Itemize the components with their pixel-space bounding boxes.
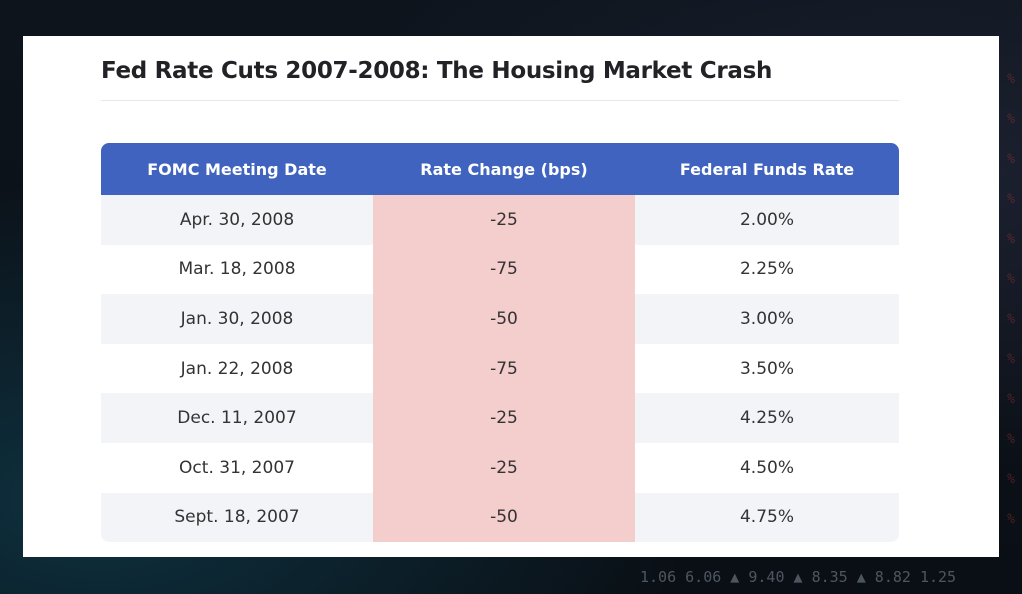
table-row: Oct. 31, 2007 -25 4.50% <box>101 442 899 493</box>
cell-funds-rate: 4.25% <box>739 408 794 429</box>
cell-meeting-date: Jan. 30, 2008 <box>180 308 294 329</box>
cell-funds-rate: 2.00% <box>739 209 794 230</box>
header-funds-rate: Federal Funds Rate <box>679 159 855 179</box>
cell-meeting-date: Dec. 11, 2007 <box>177 408 297 429</box>
cell-meeting-date: Apr. 30, 2008 <box>179 209 295 230</box>
slide-title: Fed Rate Cuts 2007-2008: The Housing Mar… <box>101 58 773 84</box>
cell-rate-change: -25 <box>373 393 635 443</box>
table-row: Jan. 30, 2008 -50 3.00% <box>101 294 899 344</box>
cell-rate-change: -75 <box>373 343 635 394</box>
cell-rate-change: -75 <box>373 244 635 295</box>
title-divider <box>101 100 899 101</box>
cell-funds-rate: 3.00% <box>739 308 794 329</box>
cell-funds-rate: 2.25% <box>739 259 794 280</box>
table-body: Apr. 30, 2008 -25 2.00% Mar. 18, 2008 -7… <box>101 195 899 543</box>
table-header: FOMC Meeting Date Rate Change (bps) Fede… <box>101 143 899 195</box>
cell-funds-rate: 4.75% <box>739 507 794 528</box>
table-row: Apr. 30, 2008 -25 2.00% <box>101 195 899 245</box>
background-ticker-text: 1.06 6.06 ▲ 9.40 ▲ 8.35 ▲ 8.82 1.25 <box>640 568 957 586</box>
cell-funds-rate: 4.50% <box>739 457 794 478</box>
background-percent-glyphs: % % % % % % % % % % % % <box>1007 72 1015 527</box>
cell-meeting-date: Mar. 18, 2008 <box>178 259 296 280</box>
slide-card: Fed Rate Cuts 2007-2008: The Housing Mar… <box>23 36 999 557</box>
table-row: Sept. 18, 2007 -50 4.75% <box>101 492 899 543</box>
table-row: Jan. 22, 2008 -75 3.50% <box>101 343 899 394</box>
cell-meeting-date: Oct. 31, 2007 <box>179 457 295 478</box>
cell-rate-change: -50 <box>373 492 635 543</box>
cell-rate-change: -25 <box>373 195 635 245</box>
cell-meeting-date: Jan. 22, 2008 <box>180 358 294 379</box>
cell-rate-change: -25 <box>373 442 635 493</box>
table-row: Dec. 11, 2007 -25 4.25% <box>101 393 899 443</box>
cell-rate-change: -50 <box>373 294 635 344</box>
header-meeting-date: FOMC Meeting Date <box>147 159 327 179</box>
cell-funds-rate: 3.50% <box>739 358 794 379</box>
cell-meeting-date: Sept. 18, 2007 <box>174 507 300 528</box>
rate-cuts-table: FOMC Meeting Date Rate Change (bps) Fede… <box>101 143 899 543</box>
table-row: Mar. 18, 2008 -75 2.25% <box>101 244 899 295</box>
header-rate-change: Rate Change (bps) <box>420 159 588 179</box>
